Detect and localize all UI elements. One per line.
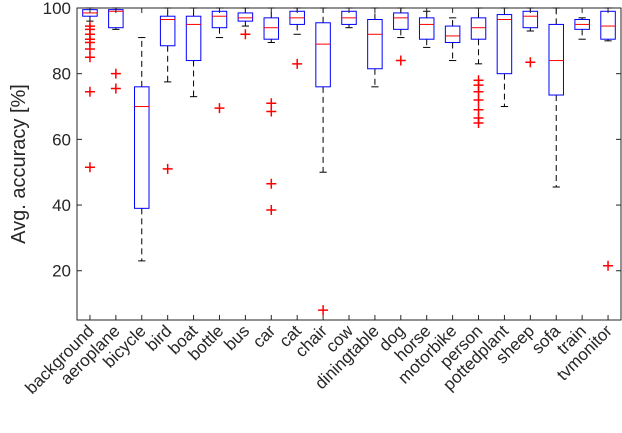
y-axis-title: Avg. accuracy [%] — [8, 84, 30, 244]
box-car — [263, 7, 280, 215]
y-tick-label: 80 — [52, 65, 71, 84]
box-rect — [134, 86, 150, 209]
box-rect — [496, 14, 513, 75]
box-rect — [548, 23, 564, 96]
box-horse — [418, 10, 435, 48]
outlier-marker — [603, 260, 614, 271]
y-tick-label: 60 — [52, 130, 71, 149]
y-tick-label: 100 — [43, 0, 71, 18]
outlier-marker — [240, 29, 251, 40]
outlier-marker — [395, 55, 406, 66]
outlier-marker — [84, 86, 95, 97]
box-train — [574, 17, 590, 40]
boxes — [82, 7, 616, 316]
box-bottle — [211, 7, 228, 114]
outlier-marker — [525, 57, 536, 68]
box-bird — [159, 7, 176, 174]
box-rect — [470, 17, 487, 40]
box-rect — [185, 15, 202, 62]
y-tick-label: 20 — [52, 262, 71, 281]
outlier-marker — [266, 106, 277, 117]
plot-area — [76, 7, 622, 321]
box-motorbike — [444, 17, 461, 62]
outlier-marker — [318, 305, 329, 316]
box-rect — [418, 17, 435, 40]
box-rect — [315, 22, 331, 88]
outlier-marker — [110, 68, 121, 79]
outlier-marker — [162, 163, 173, 174]
outlier-marker — [84, 52, 95, 63]
outlier-marker — [110, 83, 121, 94]
box-rect — [263, 17, 280, 40]
box-person — [470, 7, 487, 128]
outlier-marker — [292, 58, 303, 69]
y-axis: 20 40 60 80 100 — [43, 0, 621, 281]
outlier-marker — [84, 162, 95, 173]
outlier-marker — [214, 103, 225, 114]
box-rect — [444, 25, 461, 43]
outlier-marker — [266, 178, 277, 189]
outlier-marker — [473, 94, 484, 105]
box-diningtable — [367, 7, 383, 88]
box-chair — [315, 7, 331, 316]
outlier-marker — [266, 204, 277, 215]
box-bicycle — [134, 37, 150, 262]
box-rect — [367, 18, 383, 70]
y-tick-label: 40 — [52, 196, 71, 215]
x-tick-label-car: car — [249, 321, 279, 351]
outlier-marker — [473, 117, 484, 128]
box-background — [82, 7, 98, 173]
box-rect — [159, 15, 176, 47]
